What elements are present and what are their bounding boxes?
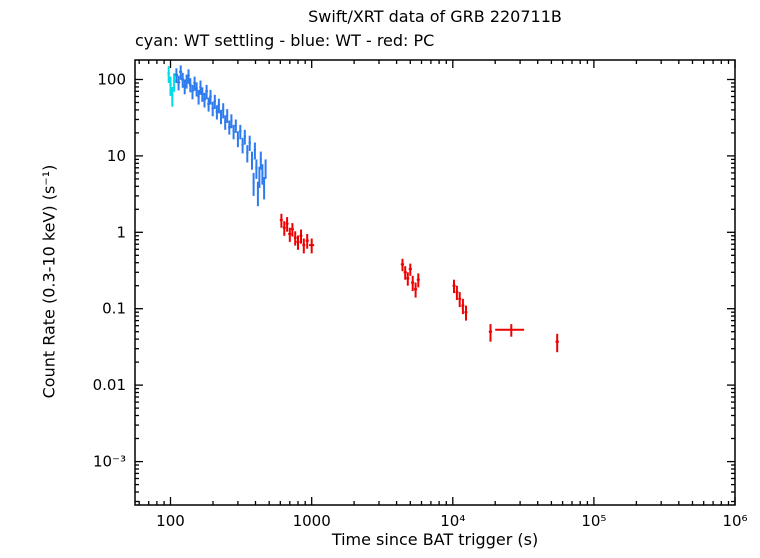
svg-text:10⁵: 10⁵ (581, 512, 606, 530)
svg-text:100: 100 (156, 512, 185, 530)
svg-text:10⁶: 10⁶ (722, 512, 747, 530)
chart-title: Swift/XRT data of GRB 220711B (308, 7, 562, 26)
svg-text:10⁴: 10⁴ (440, 512, 465, 530)
svg-text:1000: 1000 (293, 512, 331, 530)
svg-text:100: 100 (97, 71, 126, 89)
svg-text:1: 1 (116, 223, 126, 241)
svg-text:0.1: 0.1 (102, 300, 126, 318)
y-axis-label: Count Rate (0.3-10 keV) (s⁻¹) (39, 164, 59, 399)
svg-text:0.01: 0.01 (93, 376, 126, 394)
svg-text:10⁻³: 10⁻³ (93, 453, 126, 471)
svg-text:10: 10 (107, 147, 126, 165)
x-axis-label: Time since BAT trigger (s) (331, 530, 539, 549)
chart-legend-subtitle: cyan: WT settling - blue: WT - red: PC (135, 31, 435, 50)
